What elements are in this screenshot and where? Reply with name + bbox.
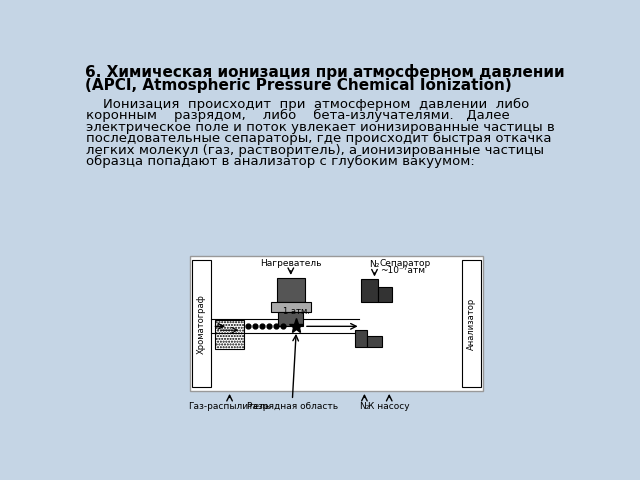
Text: Сепаратор: Сепаратор [380,259,431,267]
Text: Газ-распылитель: Газ-распылитель [188,402,271,411]
Text: 6. Химическая ионизация при атмосферном давлении: 6. Химическая ионизация при атмосферном … [84,64,564,80]
Text: 1 атм.: 1 атм. [283,307,310,315]
Text: N₂: N₂ [359,402,370,411]
Text: Хроматограф: Хроматограф [197,294,206,354]
Text: образца попадают в анализатор с глубоким вакуумом:: образца попадают в анализатор с глубоким… [86,156,475,168]
Text: Ионизация  происходит  при  атмосферном  давлении  либо: Ионизация происходит при атмосферном дав… [86,97,529,111]
Bar [215,320,244,349]
Text: коронным    разрядом,    либо    бета-излучателями.   Далее: коронным разрядом, либо бета-излучателям… [86,109,510,122]
Bar [378,287,392,302]
Bar [277,278,305,302]
Text: ~10⁻⁷атм: ~10⁻⁷атм [380,266,425,275]
Bar [367,336,382,347]
Bar [462,260,481,387]
Bar [190,256,483,391]
Bar [278,312,303,325]
Text: легких молекул (газ, растворитель), а ионизированные частицы: легких молекул (газ, растворитель), а ио… [86,144,544,157]
Text: N₂: N₂ [369,260,380,269]
Text: Нагреватель: Нагреватель [260,259,321,267]
Text: электрическое поле и поток увлекает ионизированные частицы в: электрическое поле и поток увлекает иони… [86,121,555,134]
Text: Разрядная область: Разрядная область [247,402,338,411]
Bar [362,279,378,302]
Bar [355,330,367,347]
Text: последовательные сепараторы, где происходит быстрая откачка: последовательные сепараторы, где происхо… [86,132,552,145]
Text: Анализатор: Анализатор [467,298,476,350]
Text: (APCI, Atmospheric Pressure Chemical Ionization): (APCI, Atmospheric Pressure Chemical Ion… [84,78,511,93]
Text: К насосу: К насосу [369,402,410,411]
Bar [271,302,311,312]
Bar [193,260,211,387]
